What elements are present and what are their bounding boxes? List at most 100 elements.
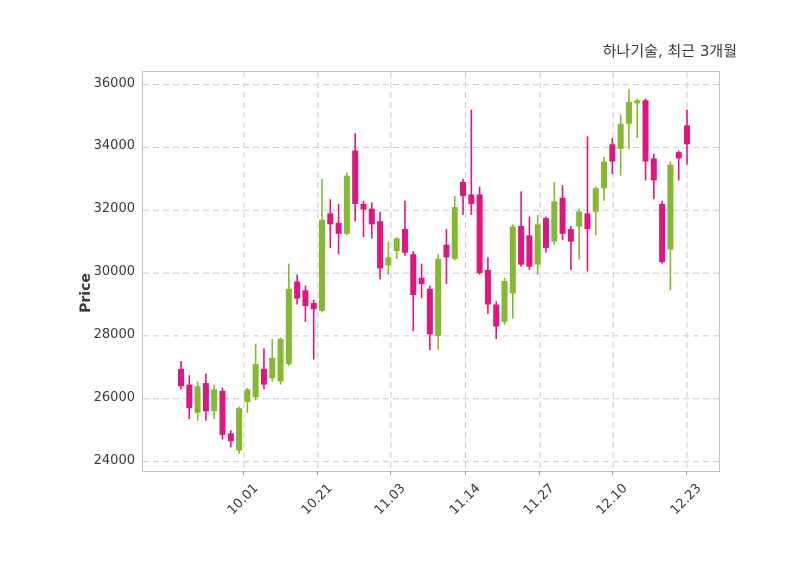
- candle: [252, 343, 259, 401]
- candle-body: [451, 207, 458, 259]
- y-tick-label: 32000: [93, 201, 135, 217]
- candle-body: [219, 390, 226, 435]
- y-tick-label: 28000: [93, 326, 135, 342]
- candle-body: [476, 194, 483, 274]
- chart-title: 하나기술, 최근 3개월: [602, 42, 737, 60]
- x-tick-label: 12.10: [593, 481, 631, 518]
- candle: [260, 348, 267, 390]
- candle: [435, 254, 442, 351]
- candle: [294, 274, 301, 305]
- candle-body: [501, 280, 508, 322]
- candle: [493, 301, 500, 340]
- candle-body: [285, 288, 292, 365]
- candle-body: [551, 201, 558, 242]
- candle-body: [360, 203, 367, 210]
- candle-body: [277, 339, 284, 382]
- x-tick-mark: [612, 471, 614, 475]
- candle-body: [327, 213, 334, 225]
- candle-body: [236, 408, 243, 451]
- candle: [418, 263, 425, 299]
- x-tick-mark: [686, 471, 687, 475]
- candle: [244, 387, 251, 413]
- x-tick-mark: [316, 471, 318, 475]
- candle: [178, 361, 184, 390]
- candle: [327, 199, 334, 248]
- candle: [352, 133, 359, 222]
- candle-body: [335, 222, 342, 234]
- candle: [551, 181, 558, 245]
- candle: [269, 339, 276, 382]
- candle: [236, 406, 243, 454]
- candle-body: [368, 208, 375, 225]
- candle-body: [178, 368, 184, 387]
- candle-body: [244, 389, 251, 402]
- candle: [559, 185, 566, 241]
- candle-body: [252, 364, 259, 398]
- x-tick-label: 11.27: [520, 481, 558, 518]
- y-axis-label: Price: [77, 273, 94, 313]
- candle-body: [601, 161, 608, 189]
- candle-body: [186, 384, 193, 409]
- candle: [468, 109, 475, 215]
- candle-body: [194, 386, 201, 413]
- x-tick-mark: [464, 471, 466, 475]
- y-tick-label: 24000: [93, 452, 135, 468]
- candle-body: [576, 211, 583, 227]
- candle: [219, 387, 226, 440]
- candle: [609, 137, 616, 175]
- plot-area: [142, 71, 720, 472]
- y-tick-label: 30000: [93, 264, 135, 280]
- candle: [202, 373, 209, 421]
- candle-body: [443, 244, 450, 258]
- candle-body: [211, 389, 218, 412]
- candle: [227, 430, 234, 448]
- candle: [368, 202, 375, 239]
- candle: [385, 241, 392, 275]
- candle: [634, 98, 641, 138]
- candle-body: [319, 219, 326, 311]
- candle: [451, 196, 458, 261]
- candle: [684, 109, 690, 165]
- candle: [377, 211, 384, 280]
- x-tick-mark: [539, 471, 541, 475]
- candle-body: [418, 277, 425, 285]
- candle: [460, 178, 467, 215]
- candle: [211, 384, 218, 420]
- candle: [277, 337, 284, 385]
- x-tick-label: 11.03: [371, 481, 409, 518]
- candle: [285, 263, 292, 366]
- candle-body: [518, 225, 525, 265]
- candlestick-chart: [143, 72, 719, 471]
- candle-body: [393, 238, 400, 252]
- x-tick-label: 10.21: [298, 481, 336, 518]
- candle-body: [269, 357, 276, 379]
- candle: [617, 114, 624, 176]
- candle-body: [609, 144, 616, 162]
- candle: [401, 200, 408, 256]
- candle: [518, 191, 525, 267]
- candle-body: [584, 213, 591, 230]
- candle-body: [650, 158, 657, 181]
- candle: [310, 299, 317, 360]
- candle-body: [352, 150, 359, 204]
- candle-body: [260, 368, 267, 385]
- candle-body: [460, 181, 467, 197]
- x-tick-mark: [243, 471, 245, 475]
- x-tick-label: 10.01: [224, 481, 262, 518]
- candle-body: [625, 101, 632, 124]
- x-tick-label: 11.14: [446, 481, 484, 518]
- candle-body: [617, 123, 624, 149]
- candle-body: [202, 383, 209, 412]
- candle: [625, 89, 632, 149]
- candle-body: [294, 281, 301, 299]
- candle: [509, 224, 516, 319]
- x-tick-mark: [389, 471, 391, 475]
- candle-body: [675, 152, 682, 159]
- candle: [675, 150, 682, 181]
- candle-body: [302, 290, 309, 307]
- y-tick-label: 26000: [93, 389, 135, 405]
- candle-body: [385, 257, 392, 266]
- candle: [667, 161, 674, 291]
- candle-body: [484, 269, 491, 305]
